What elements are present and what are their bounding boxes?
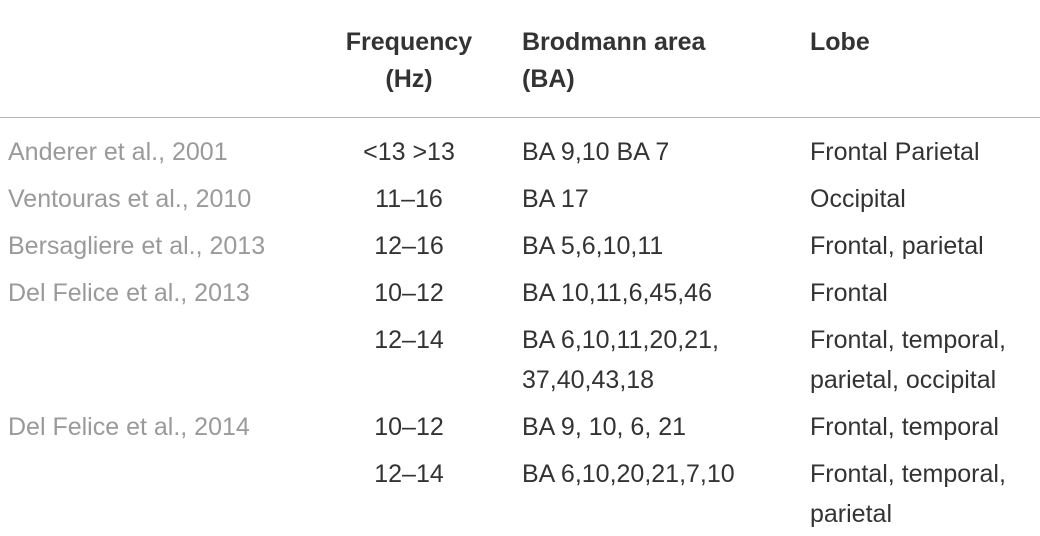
header-cell: [0, 0, 330, 118]
table-row: 12–14 BA 6,10,20,21,7,10 Frontal, temporal…: [0, 447, 1040, 534]
table-cell: 12–16: [374, 232, 444, 260]
table-cell: Frontal, parietal: [810, 232, 984, 260]
table-row: Del Felice et al., 2013 10–12 BA 10,11,6,4…: [0, 266, 1040, 313]
table-body: Anderer et al., 2001 <13 >13 BA 9,10 BA 7 F…: [0, 118, 1040, 535]
table-cell: BA 6,10,11,20,21, 37,40,43,18: [522, 326, 719, 394]
table-cell: BA 10,11,6,45,46: [522, 279, 712, 307]
table-cell: Del Felice et al., 2014: [8, 413, 250, 441]
table-row: Anderer et al., 2001 <13 >13 BA 9,10 BA 7 F…: [0, 118, 1040, 173]
table-cell: Frontal, temporal: [810, 413, 999, 441]
table-cell: [0, 447, 330, 534]
table-cell: BA 9,10 BA 7: [522, 138, 670, 166]
table-cell: Ventouras et al., 2010: [8, 185, 252, 213]
table-cell: 12–14: [374, 326, 444, 354]
table-cell: Frontal Parietal: [810, 138, 980, 166]
table-row: Ventouras et al., 2010 11–16 BA 17 Occipita…: [0, 172, 1040, 219]
table-cell: BA 9, 10, 6, 21: [522, 413, 687, 441]
table-cell: 10–12: [374, 413, 444, 441]
table-row: 12–14 BA 6,10,11,20,21, 37,40,43,18 Fronta…: [0, 313, 1040, 400]
table-cell: Anderer et al., 2001: [8, 138, 228, 166]
table-cell: BA 6,10,20,21,7,10: [522, 460, 735, 488]
table-row: Del Felice et al., 2014 10–12 BA 9, 10, 6,…: [0, 400, 1040, 447]
header-cell: Lobe: [810, 0, 1040, 118]
header-cell: Frequency (Hz): [330, 0, 488, 118]
table-cell: [0, 313, 330, 400]
table-cell: Del Felice et al., 2013: [8, 279, 250, 307]
table-cell: BA 5,6,10,11: [522, 232, 664, 260]
table-cell: Occipital: [810, 185, 906, 213]
table-cell: 11–16: [375, 185, 443, 213]
table-cell: Frontal, temporal, parietal: [810, 460, 1006, 528]
table-cell: Bersagliere et al., 2013: [8, 232, 266, 260]
table-cell: <13 >13: [363, 138, 455, 166]
table-row: Bersagliere et al., 2013 12–16 BA 5,6,10,1…: [0, 219, 1040, 266]
table-cell: Frontal: [810, 279, 888, 307]
table-cell: 12–14: [374, 460, 444, 488]
table-cell: 10–12: [374, 279, 444, 307]
header-row: Frequency (Hz) Brodmann area (BA) Lobe: [0, 0, 1040, 118]
table-cell: Frontal, temporal, parietal, occipital: [810, 326, 1006, 394]
table-cell: BA 17: [522, 185, 589, 213]
header-cell: Brodmann area (BA): [488, 0, 810, 118]
